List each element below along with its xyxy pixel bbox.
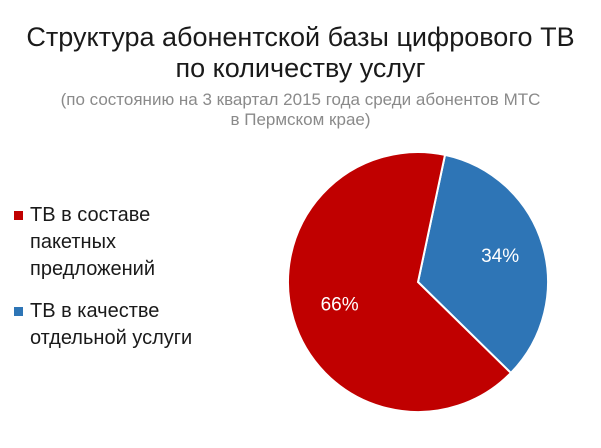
legend-label-standalone-line-2: отдельной услуги [30, 327, 193, 349]
legend-label-bundled-line-2: пакетных [30, 231, 116, 253]
legend-label-bundled-line-1: ТВ в составе [30, 204, 151, 226]
legend-swatch-bundled [14, 211, 23, 220]
pie-data-label-bundled: 66% [321, 295, 359, 316]
pie-slice-standalone [416, 153, 549, 375]
legend-item-standalone: ТВ в качестве отдельной услуги [14, 298, 264, 352]
pie-data-label-standalone: 34% [481, 246, 519, 267]
legend-item-bundled: ТВ в составе пакетных предложений [14, 202, 264, 283]
chart-subtitle: (по состоянию на 3 квартал 2015 года сре… [0, 90, 601, 130]
legend-label-standalone-line-1: ТВ в качестве [30, 300, 160, 322]
chart-legend: ТВ в составе пакетных предложений ТВ в к… [14, 202, 264, 367]
pie-slices [287, 151, 549, 413]
chart-subtitle-line-1: (по состоянию на 3 квартал 2015 года сре… [60, 90, 541, 109]
pie-labels: 34% 66% [321, 246, 520, 315]
chart-subtitle-line-2: в Пермском крае) [230, 110, 371, 129]
chart-title-line-2: по количеству услуг [175, 53, 426, 83]
chart-title: Структура абонентской базы цифрового ТВ … [0, 22, 601, 84]
pie-slice-bundled [287, 151, 513, 413]
legend-label-bundled-line-3: предложений [30, 258, 155, 280]
legend-swatch-standalone [14, 307, 23, 316]
chart-title-line-1: Структура абонентской базы цифрового ТВ [26, 22, 575, 52]
